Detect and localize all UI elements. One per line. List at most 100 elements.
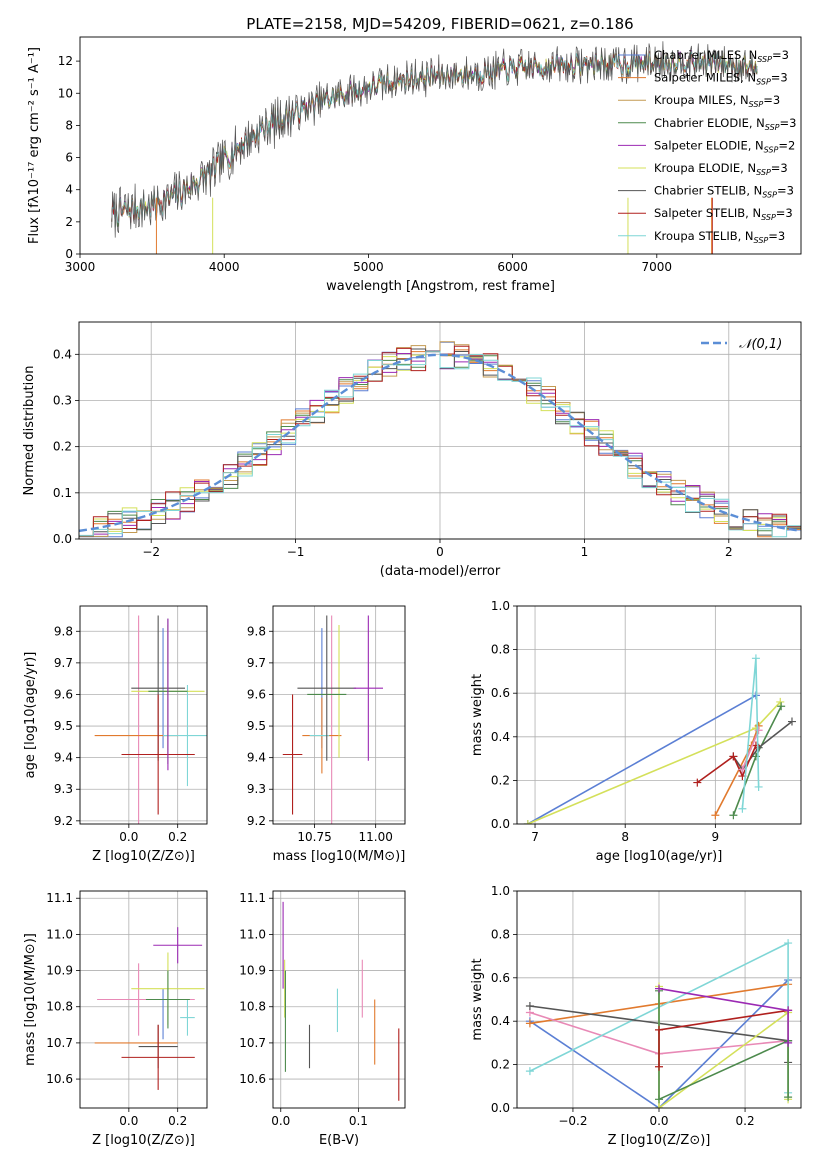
y-tick-label: 9.7 [54,656,73,670]
y-tick-label: 9.4 [247,751,266,765]
x-axis-label: Z [log10(Z/Z⊙)] [92,1133,195,1148]
y-tick-label: 10.6 [46,1072,73,1086]
y-tick-label: 6 [65,151,73,165]
legend-label: 𝒩(0,1) [739,337,782,352]
legend-subscript: SSP [756,78,771,87]
weight-marker [711,811,720,820]
y-tick-label: 9.8 [247,624,266,638]
legend-label: Chabrier STELIB, NSSP=3 [654,184,794,200]
y-tick-label: 10.7 [239,1036,266,1050]
axes-frame [272,890,406,1109]
weight-marker [777,702,786,711]
y-axis-label: mass weight [470,674,485,756]
x-tick-label: −0.2 [558,1114,587,1128]
weight-marker [738,804,747,813]
legend-value: =3 [768,229,785,243]
y-tick-label: 11.0 [239,927,266,941]
y-tick-label: 0.4 [491,730,510,744]
y-tick-label: 9.2 [54,814,73,828]
y-tick-label: 9.3 [54,782,73,796]
weight-marker [729,811,738,820]
axes-frame [79,605,208,825]
weight-marker [655,984,663,993]
legend-label: Salpeter MILES, NSSP=3 [654,71,788,87]
y-tick-label: 11.1 [46,891,73,905]
axes-frame [516,605,802,825]
y-tick-label: 0.6 [491,686,510,700]
y-tick-label: 10.7 [46,1036,73,1050]
y-tick-label: 8 [65,118,73,132]
x-tick-label: 11.00 [358,830,392,844]
weight-marker [751,741,760,750]
legend-value: =3 [780,116,797,130]
y-tick-label: 10.8 [239,1000,266,1014]
y-axis-label: Normed distribution [22,366,37,496]
x-tick-label: 0.2 [168,1114,187,1128]
x-tick-label: 0.2 [736,1114,755,1128]
x-tick-label: 10.75 [297,830,331,844]
y-tick-label: 2 [65,215,73,229]
legend-label: Chabrier ELODIE, NSSP=3 [654,116,796,132]
x-tick-label: 4000 [209,260,240,274]
weight-vs-age-panel: 7 8 9 0.0 0.2 0.4 0.6 0.8 1.0 age [log10(age/yr)]… [470,599,802,864]
x-tick-label: 3000 [65,260,96,274]
weight-vs-Z-panel: −0.2 0.0 0.2 0.0 0.2 0.4 0.6 0.8 1.0 Z [log10(Z/Z… [470,884,802,1148]
legend-label: Salpeter ELODIE, NSSP=2 [654,138,795,154]
legend-subscript: SSP [765,123,780,132]
legend-value: =3 [771,161,788,175]
weight-marker [776,697,785,706]
x-axis-label: mass [log10(M/M⊙)] [273,849,406,864]
axes-frame [272,605,406,825]
weight-marker [784,1038,793,1047]
legend-value: =3 [763,93,780,107]
legend-value: =3 [777,184,794,198]
spectrum-panel: 3000 4000 5000 6000 7000 0 2 4 6 8 10 12 wavelength … [27,36,802,294]
x-tick-label: 0.0 [271,1114,290,1128]
legend-value: =2 [778,138,795,152]
y-tick-label: 10.9 [239,964,266,978]
weight-marker [784,939,793,948]
weight-marker [784,1006,793,1015]
y-tick-label: 9.6 [247,687,266,701]
x-axis-label: Z [log10(Z/Z⊙)] [92,849,195,864]
legend-subscript: SSP [754,236,769,245]
axes-frame [78,321,802,540]
x-tick-label: 9 [712,830,720,844]
age-vs-mass-panel: 10.75 11.00 9.2 9.3 9.4 9.5 9.6 9.7 9.8 mass [log… [247,605,406,864]
legend-label: Kroupa MILES, NSSP=3 [654,93,780,109]
x-tick-label: −1 [287,545,305,559]
legend-subscript: SSP [762,191,777,200]
legend-value: =3 [771,71,788,85]
y-tick-label: 9.4 [54,751,73,765]
y-tick-label: 4 [65,183,73,197]
legend-label: Chabrier MILES, NSSP=3 [654,48,789,64]
mass-vs-Z-plot-area [94,927,205,1090]
histogram-series [79,341,801,537]
legend-subscript: SSP [756,168,771,177]
residual-hist-panel: −2 −1 0 1 2 0.0 0.1 0.2 0.3 0.4 (data-model)/error… [22,321,802,579]
y-tick-label: 9.5 [247,719,266,733]
weight-marker [655,1095,663,1104]
y-tick-label: 0.8 [491,927,510,941]
x-tick-label: 0.0 [119,830,138,844]
y-tick-label: 0.0 [53,532,72,546]
y-tick-label: 10.9 [46,964,73,978]
weight-marker [784,1093,793,1102]
age-vs-Z-plot-area [94,615,207,824]
x-tick-label: 0.0 [119,1114,138,1128]
weight-marker [738,765,747,774]
legend-subscript: SSP [764,145,779,154]
x-axis-label: Z [log10(Z/Z⊙)] [608,1133,711,1148]
y-tick-label: 11.0 [46,927,73,941]
weight-marker [754,782,763,791]
age-vs-mass-plot-area [282,615,383,824]
y-tick-label: 10.8 [46,1000,73,1014]
weight-marker [787,717,796,726]
y-tick-label: 0.8 [491,643,510,657]
legend-label: Kroupa STELIB, NSSP=3 [654,229,785,245]
mass-vs-ebv-panel: 0.0 0.1 10.6 10.7 10.8 10.9 11.0 11.1 E(B-V) [239,890,406,1148]
legend-value: =3 [776,206,793,220]
y-tick-label: 9.7 [247,656,266,670]
x-tick-label: 2 [725,545,733,559]
